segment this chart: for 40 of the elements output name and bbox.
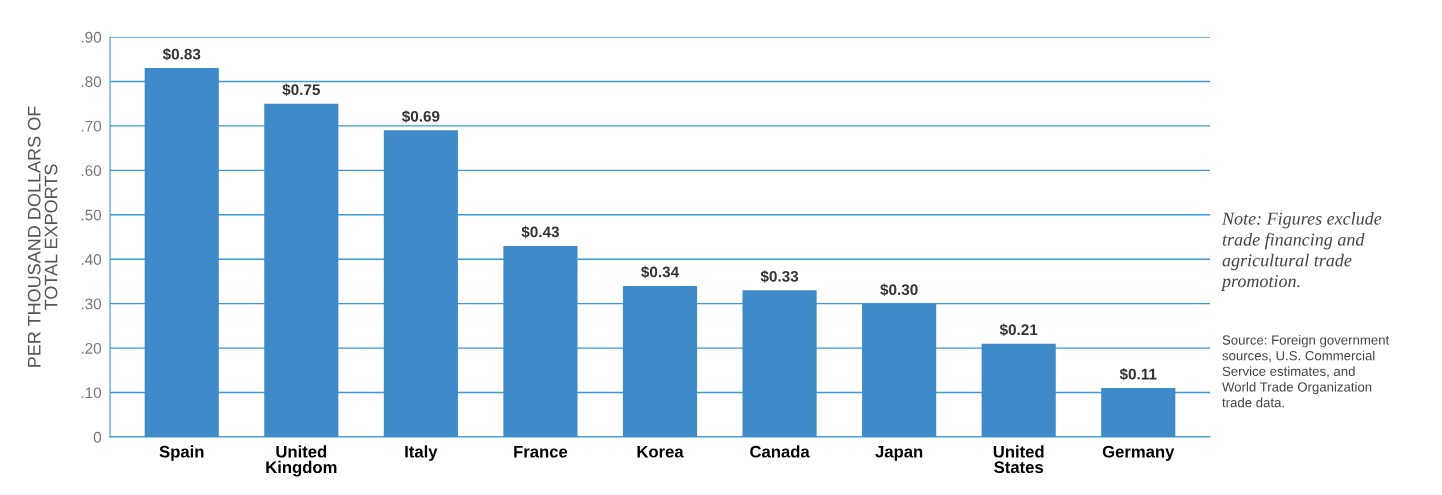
bar bbox=[383, 130, 458, 437]
data-label: $0.11 bbox=[1119, 368, 1157, 381]
y-tick-label: .90 bbox=[81, 31, 102, 43]
bar bbox=[503, 245, 578, 437]
bar bbox=[981, 343, 1056, 437]
data-label: $0.83 bbox=[162, 48, 201, 61]
x-tick-label: Spain bbox=[159, 445, 204, 461]
data-label: $0.21 bbox=[999, 323, 1038, 337]
x-tick-label: Germany bbox=[1102, 445, 1175, 461]
data-label: $0.34 bbox=[641, 265, 680, 279]
bar bbox=[862, 303, 937, 437]
y-tick-label: .60 bbox=[81, 165, 102, 177]
x-tick-label: Japan bbox=[875, 445, 923, 461]
source-note: Source: Foreign government sources, U.S. Commercial Service estimates, and World Trade Organization trade data. bbox=[1222, 335, 1390, 408]
y-tick-label: .20 bbox=[81, 342, 102, 354]
y-tick-label: .70 bbox=[81, 120, 102, 132]
bar bbox=[622, 285, 698, 437]
bar bbox=[144, 68, 219, 437]
data-label: $0.75 bbox=[282, 83, 320, 97]
data-label: $0.33 bbox=[760, 270, 799, 283]
x-tick-label: Italy bbox=[405, 445, 438, 461]
bar bbox=[742, 290, 817, 437]
x-tick-label: United States bbox=[993, 445, 1044, 474]
y-tick-label: .50 bbox=[81, 209, 102, 221]
y-tick-label: .80 bbox=[81, 76, 102, 88]
text: Note: Figures exclude trade financing and agricultural trade promotion. bbox=[1220, 212, 1382, 291]
bar bbox=[1101, 388, 1176, 437]
data-label: $0.69 bbox=[401, 110, 440, 123]
y-tick-label: 0 bbox=[93, 431, 102, 443]
y-tick-label: .30 bbox=[81, 298, 102, 310]
bar bbox=[264, 103, 339, 437]
x-tick-label: Canada bbox=[750, 445, 810, 458]
x-tick-label: France bbox=[514, 445, 568, 458]
x-tick-label: Korea bbox=[637, 445, 684, 458]
x-tick-label: United Kingdom bbox=[266, 445, 337, 477]
y-tick-label: .10 bbox=[81, 387, 102, 399]
y-axis-title: PER THOUSAND DOLLARS OF TOTAL EXPORTS bbox=[27, 106, 58, 367]
data-label: $0.43 bbox=[521, 225, 559, 239]
data-label: $0.30 bbox=[880, 283, 918, 297]
y-tick-label: .40 bbox=[81, 254, 102, 265]
